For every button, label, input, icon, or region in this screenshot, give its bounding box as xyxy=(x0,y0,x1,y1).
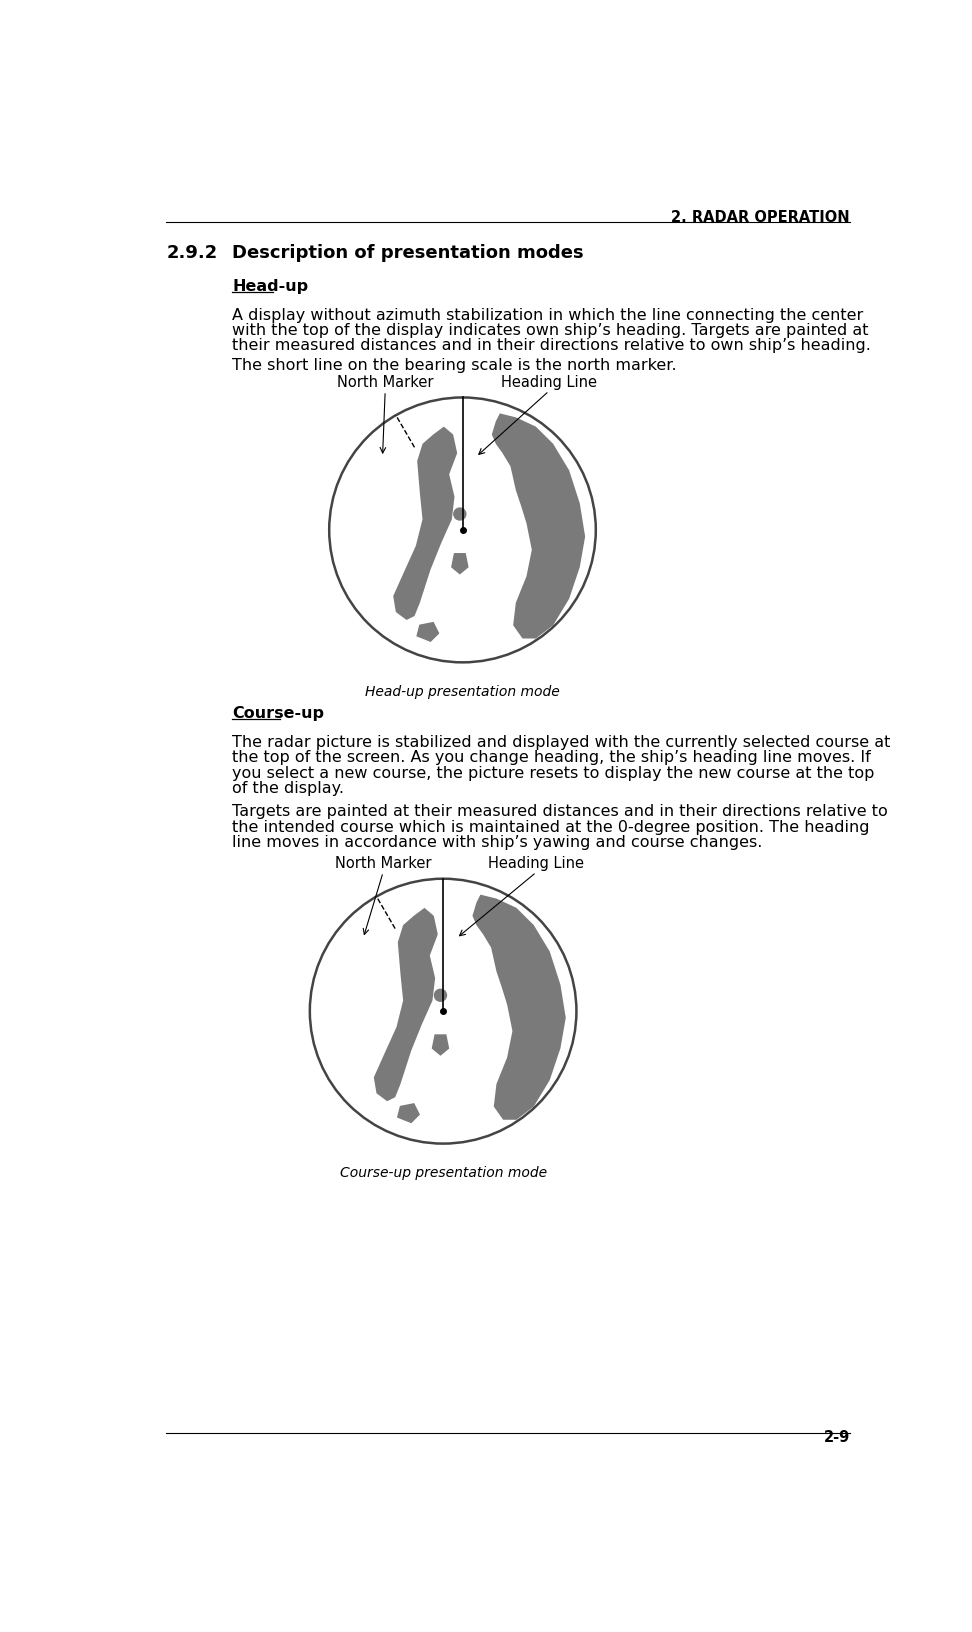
Text: Head-up presentation mode: Head-up presentation mode xyxy=(365,684,560,698)
Text: North Marker: North Marker xyxy=(337,374,434,390)
Text: the top of the screen. As you change heading, the ship’s heading line moves. If: the top of the screen. As you change hea… xyxy=(232,749,871,765)
Polygon shape xyxy=(452,555,468,574)
Polygon shape xyxy=(492,415,585,640)
Text: Course-up presentation mode: Course-up presentation mode xyxy=(339,1165,546,1180)
Circle shape xyxy=(310,880,576,1144)
Text: Targets are painted at their measured distances and in their directions relative: Targets are painted at their measured di… xyxy=(232,805,888,819)
Text: line moves in accordance with ship’s yawing and course changes.: line moves in accordance with ship’s yaw… xyxy=(232,834,763,850)
Circle shape xyxy=(330,398,596,663)
Circle shape xyxy=(434,989,446,1002)
Polygon shape xyxy=(374,909,437,1102)
Text: Course-up: Course-up xyxy=(232,705,325,720)
Text: 2-9: 2-9 xyxy=(823,1430,850,1444)
Text: the intended course which is maintained at the 0-degree position. The heading: the intended course which is maintained … xyxy=(232,819,870,834)
Circle shape xyxy=(310,880,576,1144)
Text: with the top of the display indicates own ship’s heading. Targets are painted at: with the top of the display indicates ow… xyxy=(232,323,869,338)
Polygon shape xyxy=(398,1105,419,1123)
Text: A display without azimuth stabilization in which the line connecting the center: A display without azimuth stabilization … xyxy=(232,307,863,323)
Text: The short line on the bearing scale is the north marker.: The short line on the bearing scale is t… xyxy=(232,357,677,372)
Circle shape xyxy=(330,398,596,663)
Text: Head-up: Head-up xyxy=(232,279,308,294)
Text: North Marker: North Marker xyxy=(335,855,432,870)
Text: 2.9.2: 2.9.2 xyxy=(166,243,218,261)
Polygon shape xyxy=(394,428,457,620)
Text: of the display.: of the display. xyxy=(232,780,344,796)
Text: Description of presentation modes: Description of presentation modes xyxy=(232,243,584,261)
Text: Heading Line: Heading Line xyxy=(502,374,597,390)
Text: Heading Line: Heading Line xyxy=(489,855,584,870)
Polygon shape xyxy=(433,1035,448,1056)
Text: 2. RADAR OPERATION: 2. RADAR OPERATION xyxy=(672,209,850,225)
Text: The radar picture is stabilized and displayed with the currently selected course: The radar picture is stabilized and disp… xyxy=(232,734,890,749)
Circle shape xyxy=(454,509,466,521)
Text: their measured distances and in their directions relative to own ship’s heading.: their measured distances and in their di… xyxy=(232,338,871,353)
Polygon shape xyxy=(472,894,566,1120)
Text: you select a new course, the picture resets to display the new course at the top: you select a new course, the picture res… xyxy=(232,765,875,780)
Polygon shape xyxy=(417,623,438,641)
